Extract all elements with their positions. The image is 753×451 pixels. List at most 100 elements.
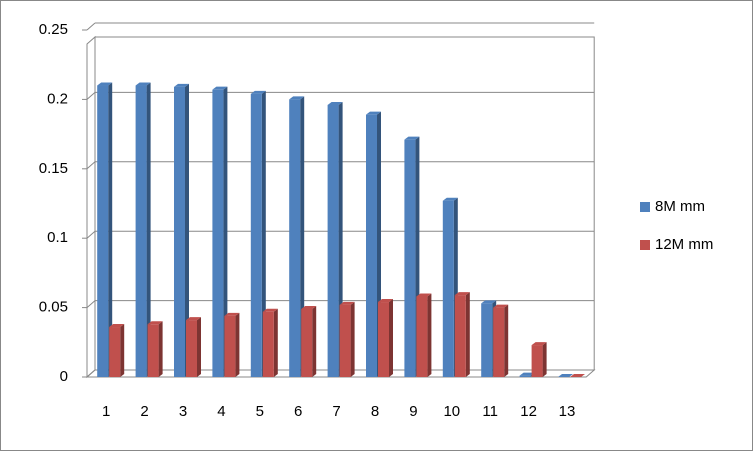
bar-front bbox=[174, 86, 185, 378]
bar-front bbox=[366, 114, 377, 377]
bar-side bbox=[235, 312, 240, 377]
bar bbox=[570, 374, 585, 377]
bar bbox=[558, 374, 573, 377]
bar-front bbox=[262, 311, 274, 377]
bar-top bbox=[186, 317, 201, 321]
bar-top bbox=[442, 197, 458, 201]
bar-side bbox=[273, 308, 278, 377]
x-tick-label: 1 bbox=[102, 403, 110, 420]
grid-line-side bbox=[86, 22, 96, 31]
bar bbox=[97, 82, 113, 378]
bar-side bbox=[389, 299, 393, 377]
bar-side bbox=[197, 317, 201, 377]
x-tick-label: 12 bbox=[520, 403, 537, 420]
bar-side bbox=[350, 301, 355, 377]
bar-side bbox=[542, 342, 547, 377]
x-tick-label: 9 bbox=[409, 403, 417, 420]
bar-top bbox=[135, 82, 151, 86]
bar-front bbox=[481, 303, 493, 377]
bar-front bbox=[531, 345, 543, 377]
bar-top bbox=[109, 324, 125, 328]
legend-label: 12M mm bbox=[655, 236, 713, 253]
bar-top bbox=[97, 82, 113, 86]
side-wall bbox=[86, 35, 96, 379]
bar-top bbox=[366, 111, 381, 115]
bar bbox=[262, 308, 278, 377]
bar-front bbox=[212, 89, 224, 378]
bar-front bbox=[519, 375, 531, 377]
bar-front bbox=[454, 295, 466, 377]
bar-top bbox=[147, 321, 163, 325]
bar-top bbox=[558, 374, 573, 377]
x-tick-label: 13 bbox=[559, 403, 576, 420]
bar-front bbox=[109, 327, 121, 377]
bar bbox=[301, 305, 317, 377]
bar-top bbox=[378, 299, 393, 303]
bar-top bbox=[262, 308, 278, 312]
bar bbox=[224, 312, 240, 377]
bar-side bbox=[261, 90, 266, 378]
grid-line-side bbox=[86, 300, 96, 308]
legend-swatch bbox=[640, 202, 650, 212]
bar-side bbox=[158, 321, 163, 377]
bar bbox=[109, 324, 125, 377]
bar-side bbox=[108, 82, 113, 378]
bar-top bbox=[289, 96, 305, 100]
bar bbox=[174, 83, 189, 378]
legend-label: 8M mm bbox=[655, 198, 705, 215]
bar-front bbox=[97, 85, 109, 378]
y-tick-label: 0.05 bbox=[39, 299, 68, 316]
bar-top bbox=[416, 293, 432, 297]
grid-line-side bbox=[86, 230, 96, 239]
bar bbox=[531, 342, 547, 377]
bar bbox=[212, 86, 228, 378]
x-tick-label: 2 bbox=[140, 403, 148, 420]
bar-side bbox=[465, 292, 470, 377]
bar bbox=[250, 90, 266, 378]
grid-line-side bbox=[86, 161, 96, 170]
bar bbox=[289, 96, 305, 378]
bar-top bbox=[212, 86, 228, 90]
bar bbox=[339, 301, 355, 377]
bar-top bbox=[570, 374, 585, 377]
bar-top bbox=[174, 83, 189, 87]
bar-side bbox=[300, 96, 305, 378]
bar bbox=[493, 304, 509, 377]
grid-line-side bbox=[86, 92, 96, 100]
y-tick-label: 0.1 bbox=[47, 229, 68, 246]
bar-top bbox=[481, 300, 497, 304]
bar-side bbox=[120, 324, 125, 377]
bar-front bbox=[250, 93, 262, 378]
bar-front bbox=[301, 308, 313, 377]
x-tick-label: 10 bbox=[443, 403, 460, 420]
grid-line-side bbox=[86, 369, 96, 378]
bar-front bbox=[339, 304, 351, 377]
bar-front bbox=[289, 99, 301, 378]
bar-side bbox=[427, 293, 432, 377]
bar-front bbox=[493, 307, 505, 377]
bar-front bbox=[378, 302, 389, 377]
legend-swatch bbox=[640, 240, 650, 250]
bar-side bbox=[146, 82, 151, 378]
bar-front bbox=[327, 104, 339, 378]
bar-side bbox=[223, 86, 228, 378]
bar bbox=[186, 317, 201, 377]
bar-top bbox=[250, 90, 266, 94]
bar bbox=[454, 292, 470, 377]
bar-front bbox=[404, 139, 416, 377]
x-tick-label: 6 bbox=[294, 403, 302, 420]
bar-front bbox=[135, 85, 147, 378]
bar-top bbox=[519, 372, 535, 376]
bar-front bbox=[186, 320, 197, 377]
bar-side bbox=[504, 304, 509, 377]
y-tick-label: 0 bbox=[60, 368, 68, 385]
x-tick-label: 8 bbox=[371, 403, 379, 420]
bar-top bbox=[493, 304, 509, 308]
bar-front bbox=[442, 200, 454, 377]
bar-top bbox=[531, 342, 547, 346]
bar-side bbox=[185, 83, 189, 378]
x-tick-label: 11 bbox=[482, 403, 498, 420]
bar bbox=[416, 293, 432, 377]
bar bbox=[147, 321, 163, 377]
